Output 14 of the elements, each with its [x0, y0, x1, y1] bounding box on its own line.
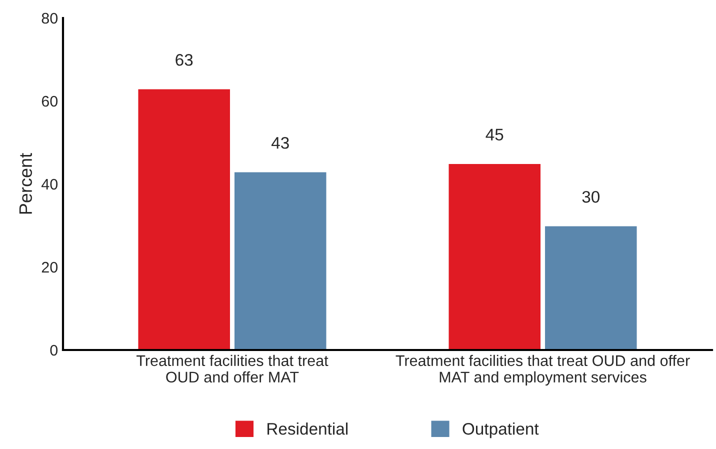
- data-label: 43: [271, 137, 289, 149]
- y-tick-label: 40: [42, 178, 58, 190]
- y-tick-label: 80: [42, 12, 58, 24]
- y-tick-label: 0: [50, 344, 58, 356]
- legend-label: Outpatient: [462, 422, 539, 438]
- data-label: 45: [486, 128, 504, 141]
- y-tick-label: 60: [42, 96, 58, 107]
- data-label: 30: [582, 190, 600, 203]
- x-tick-label: Treatment facilities that treat OUD and offer MAT: [136, 354, 328, 383]
- legend-label: Residential: [268, 422, 348, 435]
- y-tick-label: 20: [42, 262, 58, 273]
- y-axis-title: Percent: [19, 153, 32, 214]
- x-tick-label: Treatment facilities that treat OUD and offer MAT and employment services: [396, 354, 690, 386]
- data-label: 63: [176, 54, 193, 66]
